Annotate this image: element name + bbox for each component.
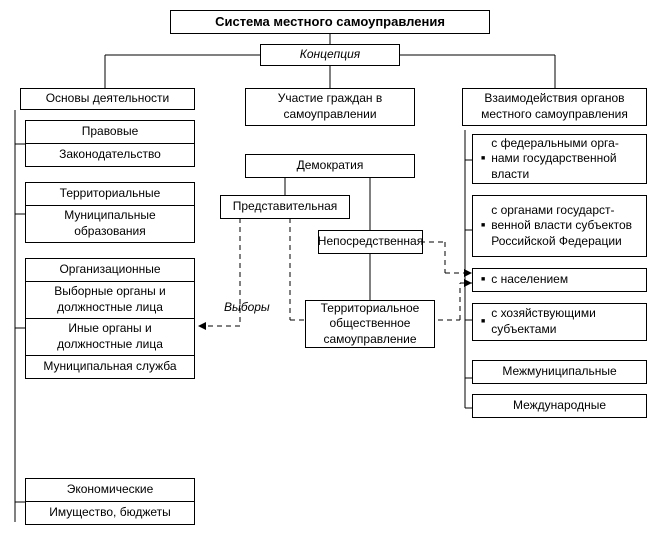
mid-territorial: Территориальное общественное самоуправле… <box>305 300 435 348</box>
right-b2: с органами государст­венной власти субъе… <box>472 195 647 257</box>
right-p2: Международные <box>472 394 647 418</box>
diagram-title: Система местного самоуправления <box>170 10 490 34</box>
left-col-header: Основы деятельности <box>20 88 195 110</box>
edge-label-elections: Выборы <box>224 300 270 314</box>
left-g3-r2: Выборные органы и должностные лица <box>25 281 195 319</box>
left-g2-r2: Муниципальные образования <box>25 205 195 243</box>
left-g3-r1: Организационные <box>25 258 195 282</box>
right-b1-text: с федеральными орга­нами государственной… <box>491 136 640 183</box>
right-p1: Межмуниципальные <box>472 360 647 384</box>
right-b3-text: с населением <box>491 272 568 288</box>
mid-democracy: Демократия <box>245 154 415 178</box>
right-b2-text: с органами государст­венной власти субъе… <box>491 203 640 250</box>
mid-representative: Представительная <box>220 195 350 219</box>
left-g4-r1: Экономические <box>25 478 195 502</box>
right-b1: с федеральными орга­нами государственной… <box>472 134 647 184</box>
mid-direct: Непосредственная <box>318 230 423 254</box>
right-b3: с населением <box>472 268 647 292</box>
left-g1-r2: Законодательство <box>25 143 195 167</box>
right-b4: с хозяйствующими субъектами <box>472 303 647 341</box>
left-g1-r1: Правовые <box>25 120 195 144</box>
right-col-header: Взаимодействия органов местного самоупра… <box>462 88 647 126</box>
mid-col-header: Участие граждан в самоуправлении <box>245 88 415 126</box>
left-g4-r2: Имущество, бюджеты <box>25 501 195 525</box>
concept-box: Концепция <box>260 44 400 66</box>
right-b4-text: с хозяйствующими субъектами <box>491 306 640 337</box>
left-g3-r4: Муниципальная служба <box>25 355 195 379</box>
left-g2-r1: Территориальные <box>25 182 195 206</box>
left-g3-r3: Иные органы и должностные лица <box>25 318 195 356</box>
